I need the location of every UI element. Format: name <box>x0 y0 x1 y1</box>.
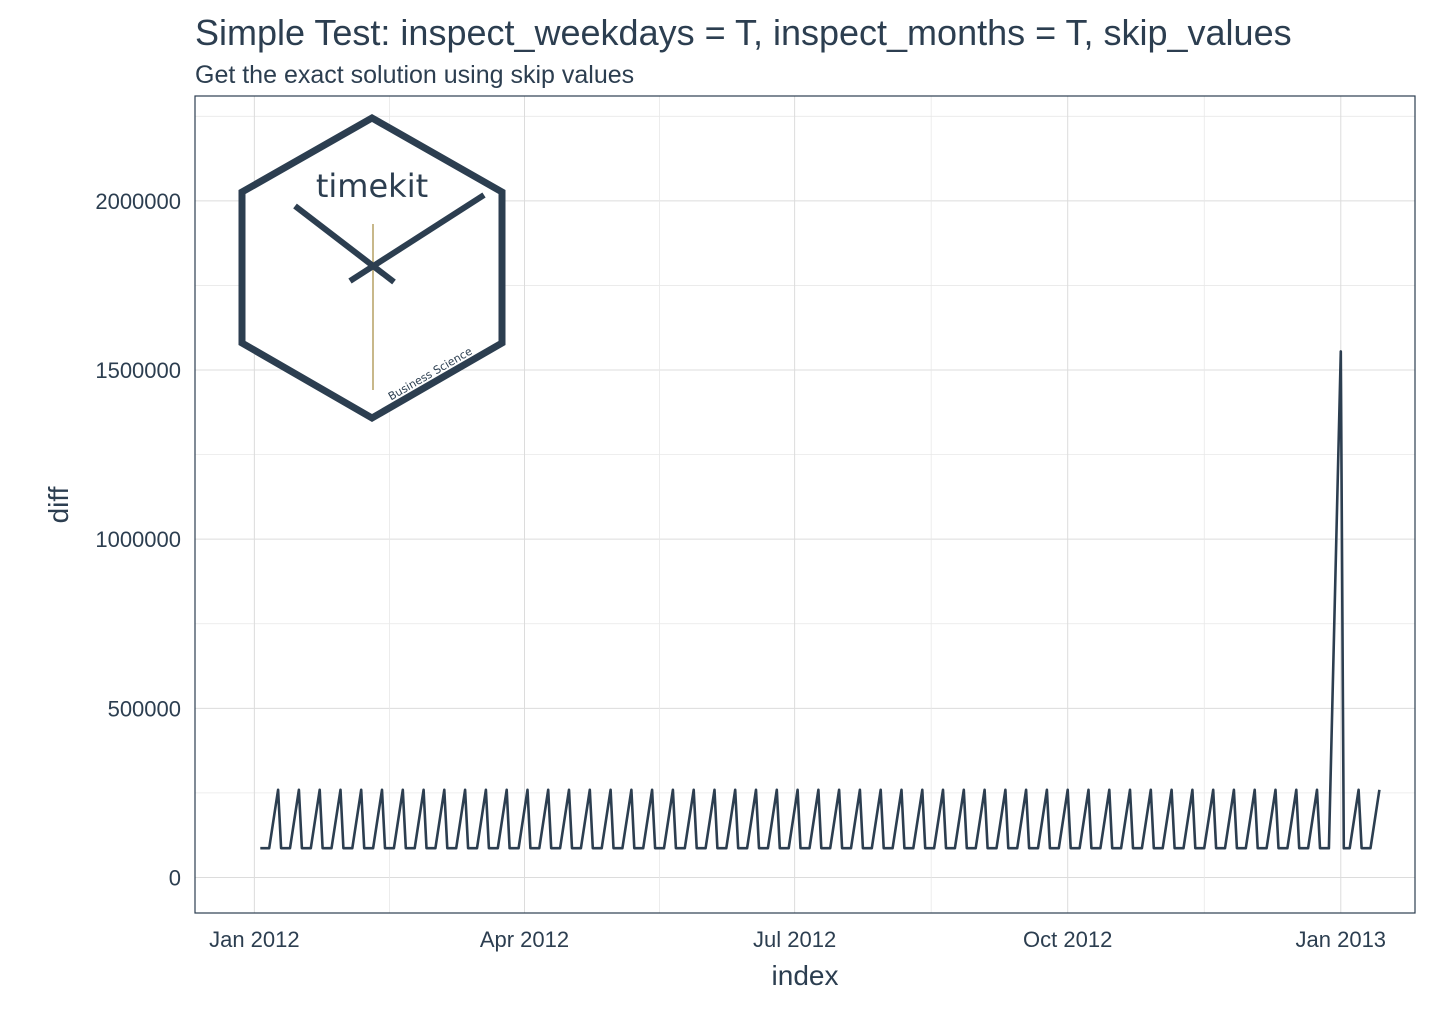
logo-minute-hand <box>348 192 486 284</box>
y-axis: 0 500000 1000000 1500000 2000000 <box>95 189 181 891</box>
timekit-logo: timekit Business Science <box>238 113 506 423</box>
x-axis-title: index <box>772 960 839 991</box>
y-tick-label: 1500000 <box>95 358 181 383</box>
logo-name: timekit <box>316 167 428 205</box>
series-line <box>260 350 1381 850</box>
y-tick-label: 0 <box>169 865 181 890</box>
logo-hour-hand <box>293 203 396 285</box>
y-axis-title: diff <box>43 486 74 523</box>
chart-subtitle: Get the exact solution using skip values <box>195 61 635 89</box>
x-tick-label: Apr 2012 <box>480 927 569 952</box>
x-axis: Jan 2012 Apr 2012 Jul 2012 Oct 2012 Jan 2013 <box>209 927 1386 952</box>
chart-title: Simple Test: inspect_weekdays = T, inspe… <box>195 12 1292 53</box>
y-tick-label: 500000 <box>108 696 181 721</box>
series-layer <box>260 350 1381 850</box>
panel-border <box>194 95 1416 914</box>
x-tick-label: Jul 2012 <box>753 927 836 952</box>
x-tick-label: Jan 2013 <box>1296 927 1387 952</box>
y-tick-label: 1000000 <box>95 527 181 552</box>
y-tick-label: 2000000 <box>95 189 181 214</box>
x-tick-label: Oct 2012 <box>1023 927 1112 952</box>
x-tick-label: Jan 2012 <box>209 927 300 952</box>
